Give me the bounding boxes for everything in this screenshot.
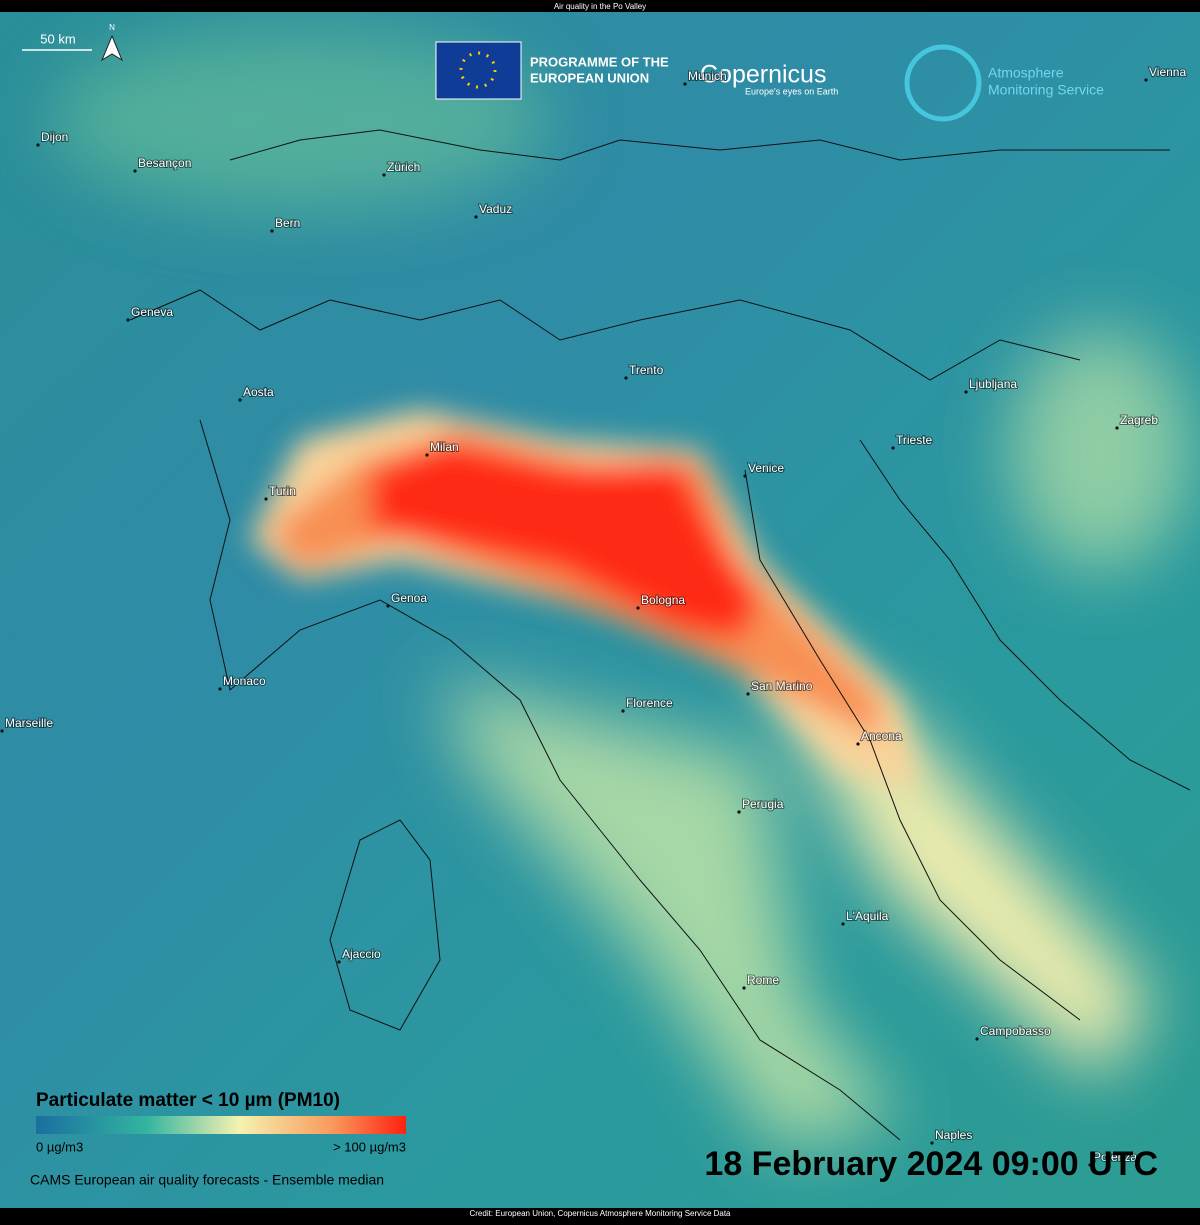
city-label: Florence — [626, 696, 673, 710]
city-dot — [683, 82, 687, 86]
city-dot — [891, 446, 895, 450]
pm10-plume — [250, 410, 920, 790]
city-label: Aosta — [243, 385, 274, 399]
city-label: Munich — [688, 69, 727, 83]
city-dot — [382, 173, 386, 177]
city-label: Geneva — [131, 305, 173, 319]
eu-flag — [435, 41, 522, 100]
city-dot — [386, 604, 390, 608]
timestamp: 18 February 2024 09:00 UTC — [704, 1145, 1158, 1183]
city-dot — [337, 960, 341, 964]
city-dot — [425, 453, 429, 457]
north-arrow — [100, 34, 124, 62]
city-label: Zürich — [387, 160, 420, 174]
copernicus-logo: Copernicus — [700, 61, 826, 89]
page-title: Air quality in the Po Valley — [554, 2, 646, 11]
city-dot — [624, 376, 628, 380]
eu-text: EUROPEAN UNION — [530, 70, 649, 85]
city-dot — [964, 390, 968, 394]
city-dot — [264, 497, 268, 501]
city-dot — [975, 1037, 979, 1041]
city-dot — [930, 1141, 934, 1145]
city-label: San Marino — [751, 679, 813, 693]
north-label: N — [109, 23, 115, 32]
city-label: Monaco — [223, 674, 266, 688]
city-dot — [0, 729, 4, 733]
city-dot — [1088, 1163, 1092, 1167]
top-bar — [0, 0, 1200, 12]
city-labels: Dijon Besançon Zürich Vaduz Bern Geneva Aosta T… — [0, 64, 1187, 1167]
city-label: Besançon — [138, 156, 191, 170]
city-label: Zagreb — [1120, 413, 1158, 427]
borders — [129, 129, 1191, 1141]
city-dot — [1144, 78, 1148, 82]
city-dot — [621, 709, 625, 713]
city-label: Turin — [269, 484, 296, 498]
city-label: Milan — [430, 440, 459, 454]
city-label: Genoa — [391, 591, 427, 605]
legend-max: > 100 µg/m3 — [333, 1139, 406, 1154]
eu-text: PROGRAMME OF THE — [530, 54, 669, 69]
cams-text: Monitoring Service — [988, 82, 1104, 98]
city-dot — [126, 318, 130, 322]
city-dot — [636, 606, 640, 610]
city-label: Marseille — [5, 716, 53, 730]
credit: Credit: European Union, Copernicus Atmos… — [469, 1209, 731, 1218]
city-dot — [1115, 426, 1119, 430]
city-dot — [270, 229, 274, 233]
city-dot — [737, 810, 741, 814]
city-label: Dijon — [41, 130, 68, 144]
city-label: Potenza — [1093, 1150, 1137, 1164]
city-label: Ajaccio — [342, 947, 381, 961]
city-label: Ancona — [861, 729, 902, 743]
legend-colorbar — [36, 1116, 406, 1134]
city-label: Naples — [935, 1128, 972, 1142]
city-label: L'Aquila — [846, 909, 889, 923]
copernicus-tagline: Europe's eyes on Earth — [745, 86, 838, 96]
cams-logo — [904, 44, 982, 122]
city-dot — [742, 986, 746, 990]
city-dot — [218, 687, 222, 691]
legend-min: 0 µg/m3 — [36, 1139, 83, 1154]
city-label: Campobasso — [980, 1024, 1051, 1038]
scale-label: 50 km — [40, 31, 75, 46]
city-label: Venice — [748, 461, 784, 475]
bottom-bar — [0, 1208, 1200, 1220]
city-dot — [36, 143, 40, 147]
city-dot — [743, 474, 747, 478]
city-label: Bologna — [641, 593, 685, 607]
city-dot — [841, 922, 845, 926]
legend-title: Particulate matter < 10 µm (PM10) — [36, 1090, 340, 1111]
city-label: Trieste — [896, 433, 933, 447]
cams-text: Atmosphere — [988, 65, 1064, 81]
city-label: Vienna — [1149, 65, 1186, 79]
legend-caption: CAMS European air quality forecasts - En… — [30, 1172, 384, 1188]
city-dot — [746, 692, 750, 696]
city-label: Bern — [275, 216, 300, 230]
city-label: Vaduz — [479, 202, 512, 216]
city-label: Ljubljana — [969, 377, 1017, 391]
city-dot — [474, 215, 478, 219]
city-label: Rome — [747, 973, 779, 987]
city-label: Perugia — [742, 797, 784, 811]
city-dot — [133, 169, 137, 173]
city-dot — [238, 398, 242, 402]
city-dot — [856, 742, 860, 746]
city-label: Trento — [629, 363, 664, 377]
eu-stars — [459, 51, 497, 89]
